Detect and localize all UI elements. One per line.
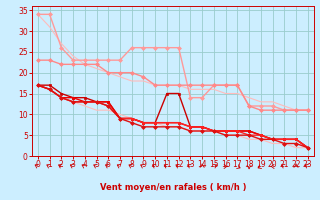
X-axis label: Vent moyen/en rafales ( km/h ): Vent moyen/en rafales ( km/h ) — [100, 183, 246, 192]
